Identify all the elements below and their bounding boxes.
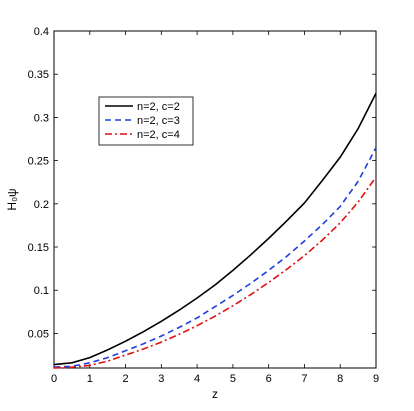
legend-label-n2-c2: n=2, c=2 xyxy=(137,101,180,113)
y-axis-label: H₀ψ xyxy=(5,188,19,210)
series-line-1 xyxy=(53,147,377,368)
x-tick-label: 6 xyxy=(266,373,272,385)
y-tick-label: 0.25 xyxy=(28,156,49,168)
y-tick-label: 0.15 xyxy=(28,242,49,254)
x-tick-label: 7 xyxy=(301,373,307,385)
y-tick-label: 0.3 xyxy=(34,112,49,124)
x-tick-label: 4 xyxy=(194,373,200,385)
legend: n=2, c=2 n=2, c=3 n=2, c=4 xyxy=(98,96,194,146)
y-tick-label: 0.4 xyxy=(34,26,49,38)
y-tick-label: 0.05 xyxy=(28,328,49,340)
legend-label-n2-c4: n=2, c=4 xyxy=(137,129,180,141)
x-tick-label: 0 xyxy=(51,373,57,385)
plot-area xyxy=(53,30,377,369)
series-line-0 xyxy=(53,92,377,366)
x-tick-label: 1 xyxy=(87,373,93,385)
x-tick-label: 3 xyxy=(158,373,164,385)
x-tick-label: 2 xyxy=(122,373,128,385)
y-tick-label: 0.1 xyxy=(34,285,49,297)
x-tick-label: 9 xyxy=(373,373,379,385)
x-tick-label: 8 xyxy=(337,373,343,385)
legend-box xyxy=(98,96,194,146)
tick-group: 0 1 2 3 4 5 6 7 8 9 0.05 0.1 0.15 0.2 0.25 0.3 0.35 0.4 xyxy=(28,26,379,385)
y-tick-label: 0.2 xyxy=(34,199,49,211)
series-line-2 xyxy=(53,176,377,369)
y-tick-label: 0.35 xyxy=(28,69,49,81)
x-axis-label: z xyxy=(212,387,218,401)
legend-label-n2-c3: n=2, c=3 xyxy=(137,115,180,127)
series-lines xyxy=(53,92,377,369)
x-tick-label: 5 xyxy=(230,373,236,385)
